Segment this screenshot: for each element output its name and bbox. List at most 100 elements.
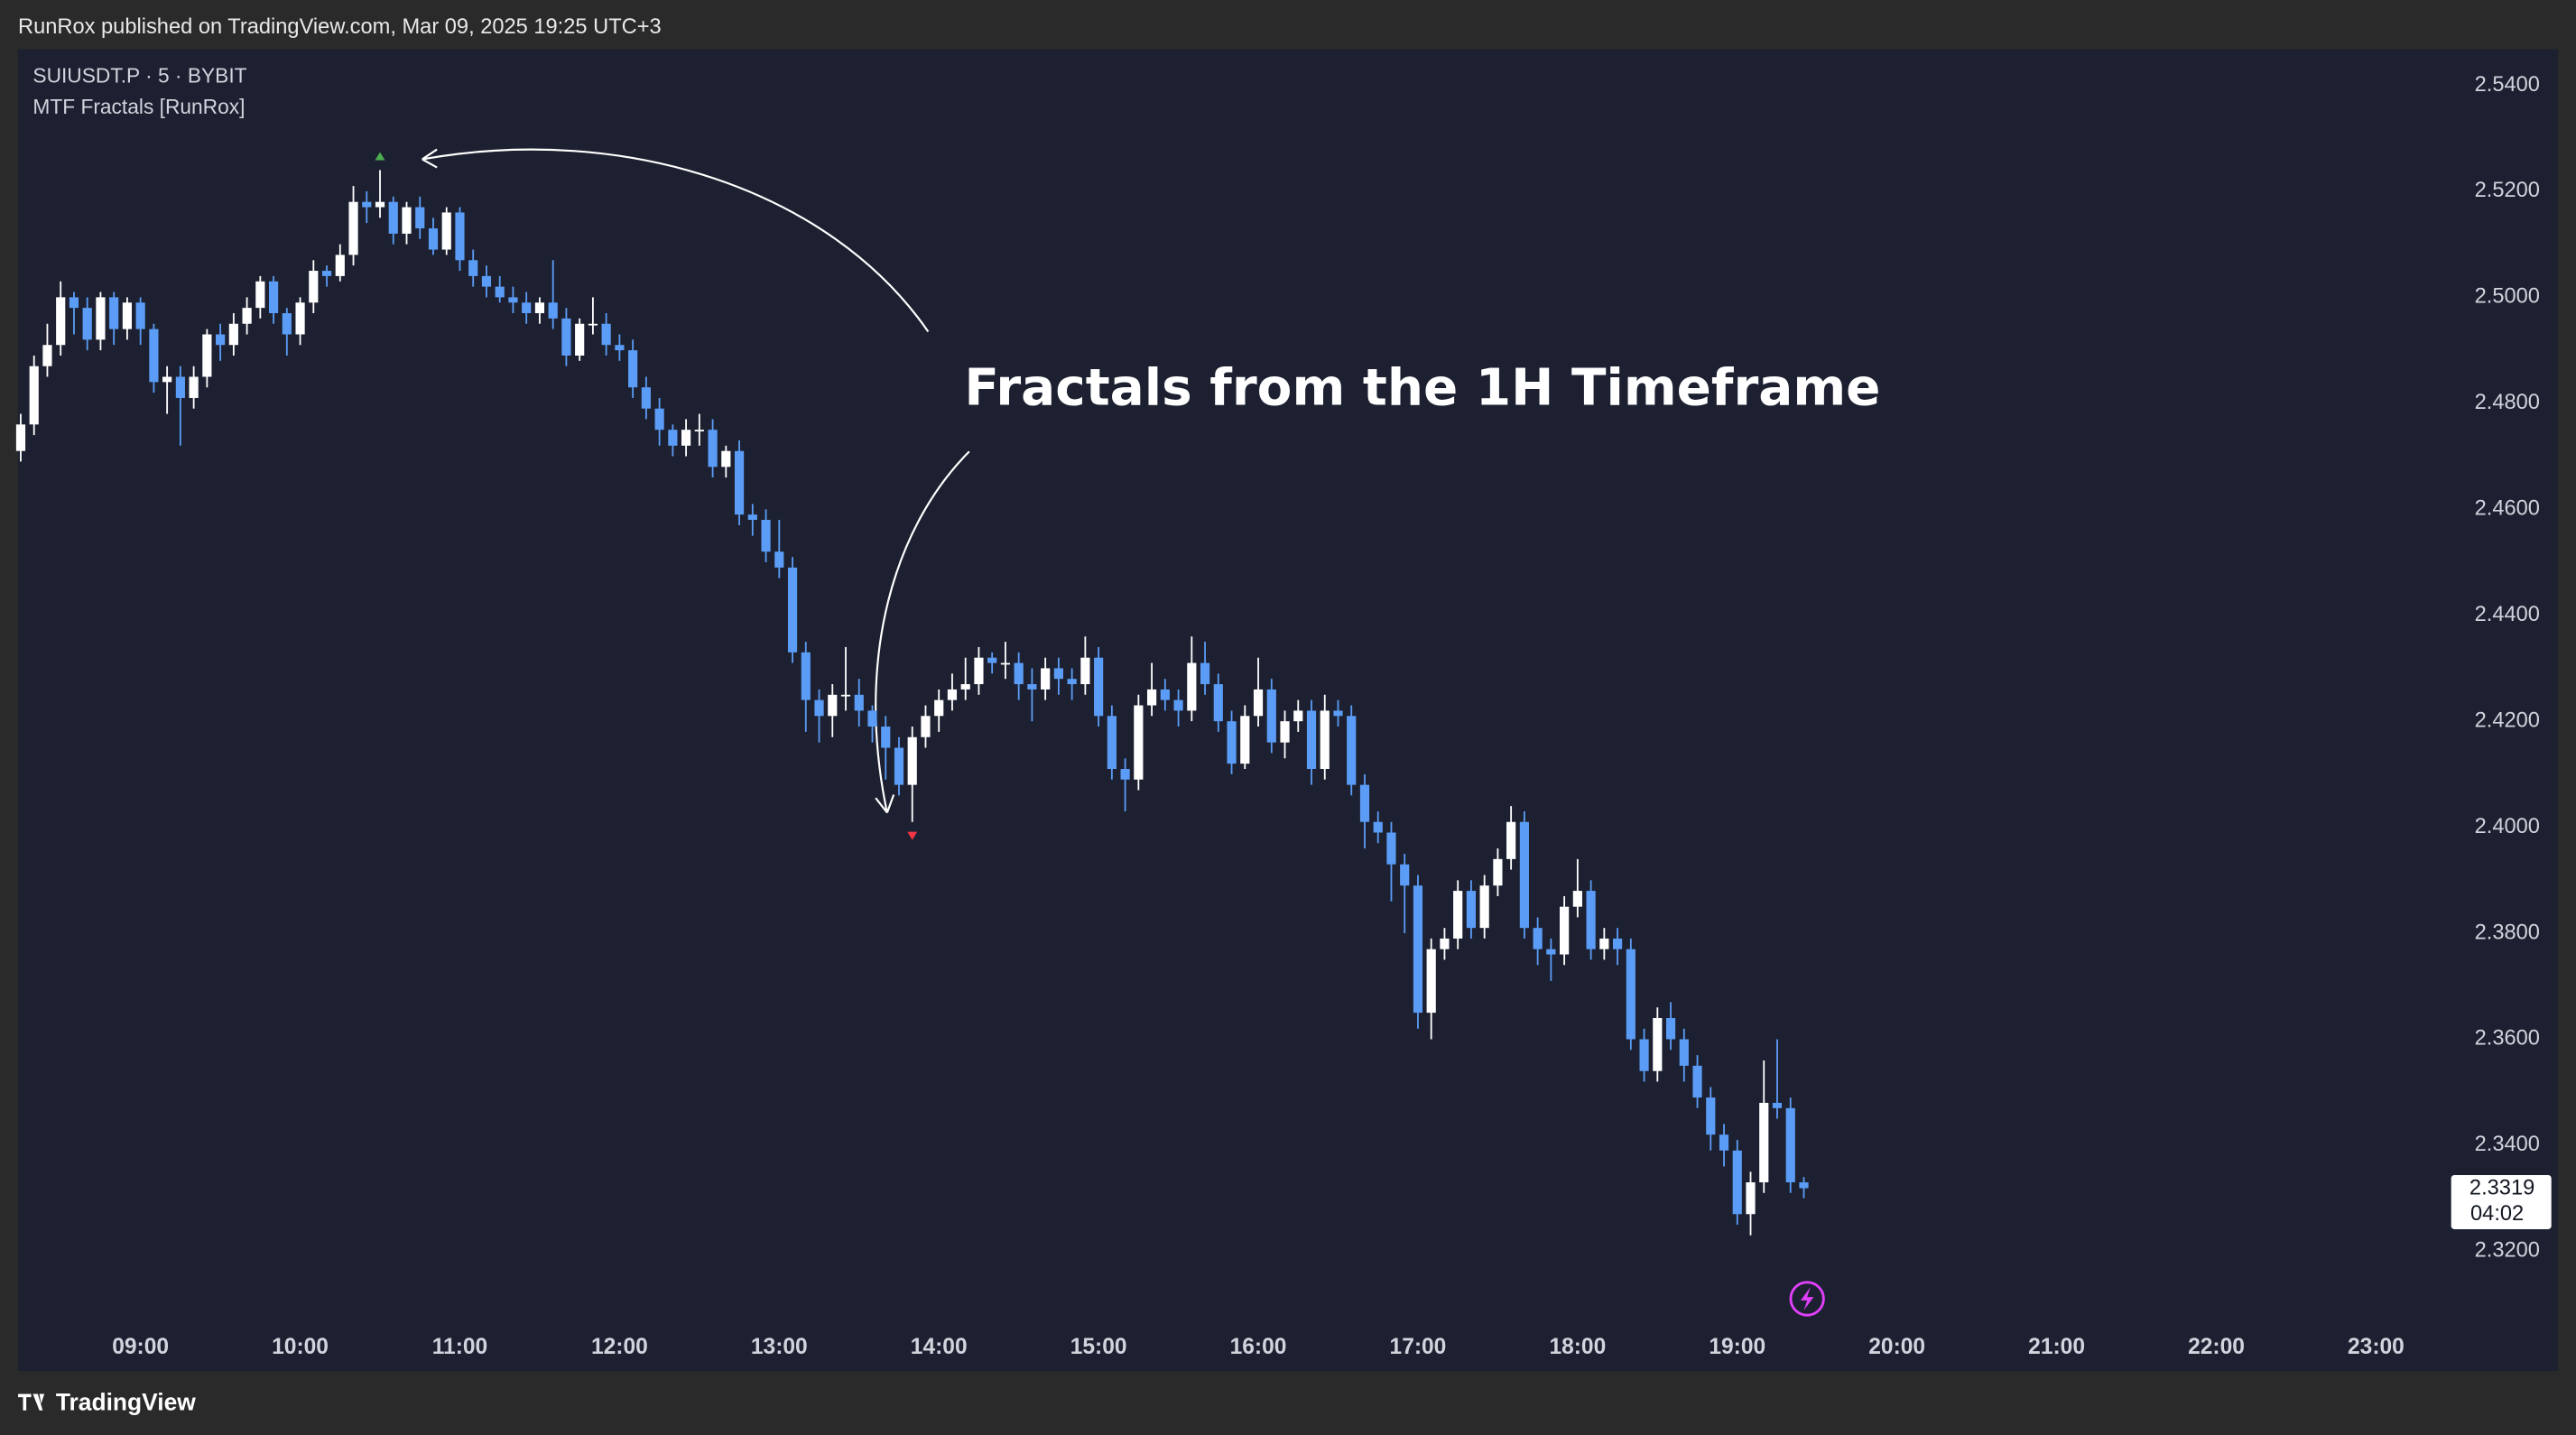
candle-body xyxy=(668,430,678,446)
candle-body xyxy=(1426,949,1436,1014)
countdown-label: 04:02 xyxy=(2470,1202,2524,1226)
candle-body xyxy=(481,275,492,287)
arrows xyxy=(422,148,970,814)
candle-body xyxy=(1612,938,1623,949)
y-tick-label: 2.4000 xyxy=(2475,815,2540,838)
arrow-up xyxy=(422,148,930,333)
candle-body xyxy=(321,271,332,276)
candle-body xyxy=(1240,716,1250,764)
y-tick-label: 2.3400 xyxy=(2475,1133,2540,1156)
candle-body xyxy=(362,201,372,208)
candle-body xyxy=(615,345,625,351)
candle-body xyxy=(1506,821,1516,859)
candle-body xyxy=(548,302,558,319)
candle-body xyxy=(242,308,252,324)
candle-body xyxy=(1266,689,1276,743)
candle-body xyxy=(428,228,439,250)
candle-body xyxy=(734,450,745,515)
lightning-icon[interactable] xyxy=(1789,1281,1825,1317)
candle-body xyxy=(840,694,851,697)
candle-body xyxy=(1386,832,1396,865)
candle-body xyxy=(1080,657,1090,685)
candle-body xyxy=(681,430,691,446)
candle-body xyxy=(1706,1097,1716,1135)
y-tick-label: 2.4800 xyxy=(2475,391,2540,414)
candle-body xyxy=(96,297,106,340)
symbol-legend: SUIUSDT.P · 5 · BYBIT xyxy=(32,64,246,88)
y-tick-label: 2.5200 xyxy=(2475,179,2540,202)
candle-body xyxy=(628,350,638,388)
candle-body xyxy=(1772,1102,1783,1108)
candle-body xyxy=(348,201,358,255)
brand-logo xyxy=(18,1393,45,1411)
candle-body xyxy=(1027,684,1037,690)
brand-name: TradingView xyxy=(56,1388,196,1415)
candle-body xyxy=(1653,1018,1663,1071)
y-tick-label: 2.4600 xyxy=(2475,497,2540,521)
candle-body xyxy=(721,450,731,468)
candle-body xyxy=(575,323,585,356)
candle-body xyxy=(1359,784,1370,822)
candle-body xyxy=(1227,721,1237,764)
candle-body xyxy=(1746,1182,1756,1215)
candle-body xyxy=(1107,716,1117,770)
icon-bolt[interactable] xyxy=(1800,1287,1814,1310)
x-tick-label: 20:00 xyxy=(1868,1335,1925,1359)
candle-body xyxy=(455,212,465,261)
candle-body xyxy=(282,313,292,335)
candle-body xyxy=(1639,1039,1649,1071)
x-tick-label: 16:00 xyxy=(1230,1335,1287,1359)
candle-body xyxy=(1000,662,1011,665)
candle-body xyxy=(268,281,279,314)
candle-body xyxy=(1479,885,1489,929)
candle-body xyxy=(1146,689,1157,706)
candle-body xyxy=(641,387,651,409)
candle-body xyxy=(654,408,664,430)
candle-body xyxy=(415,207,425,229)
candle-body xyxy=(335,255,345,276)
x-tick-label: 19:00 xyxy=(1709,1335,1765,1359)
candle-body xyxy=(828,694,838,717)
y-tick-label: 2.5400 xyxy=(2475,73,2540,97)
arrow-down xyxy=(875,450,970,813)
candle-body xyxy=(149,329,159,383)
candle-body xyxy=(1626,949,1635,1040)
candle-body xyxy=(761,520,771,552)
candle-body xyxy=(1440,938,1450,949)
y-tick-label: 2.4400 xyxy=(2475,603,2540,626)
candle-body xyxy=(175,376,185,398)
candle-body xyxy=(82,308,92,340)
candle-body xyxy=(1599,938,1609,949)
candle-body xyxy=(1413,885,1423,1014)
candle-body xyxy=(1187,662,1197,711)
candle-body xyxy=(1719,1134,1729,1151)
last-price-label: 2.3319 xyxy=(2469,1177,2534,1200)
candle-body xyxy=(947,689,958,700)
candle-body xyxy=(1134,705,1144,780)
candle-body xyxy=(708,430,718,468)
arrow-head xyxy=(875,794,895,814)
icon-ring[interactable] xyxy=(1789,1281,1825,1317)
x-tick-label: 10:00 xyxy=(272,1335,329,1359)
candle-body xyxy=(216,334,226,346)
candle-body xyxy=(561,318,571,356)
candle-body xyxy=(1453,891,1463,939)
x-tick-label: 13:00 xyxy=(751,1335,808,1359)
candle-body xyxy=(69,297,79,309)
candle-body xyxy=(774,551,784,568)
candle-body xyxy=(189,376,199,398)
candle-body xyxy=(1493,858,1503,886)
candle-body xyxy=(1094,657,1104,717)
fractal-high xyxy=(375,152,385,161)
candle-body xyxy=(1333,710,1343,717)
candle-body xyxy=(375,201,385,208)
x-tick-label: 23:00 xyxy=(2348,1335,2405,1359)
chart-pane xyxy=(18,49,2558,1372)
candle-body xyxy=(1519,821,1529,929)
candle-body xyxy=(1200,662,1210,685)
arrow-head xyxy=(422,148,438,169)
candle-body xyxy=(309,271,319,303)
x-tick-label: 09:00 xyxy=(112,1335,169,1359)
candle-body xyxy=(1347,716,1357,785)
